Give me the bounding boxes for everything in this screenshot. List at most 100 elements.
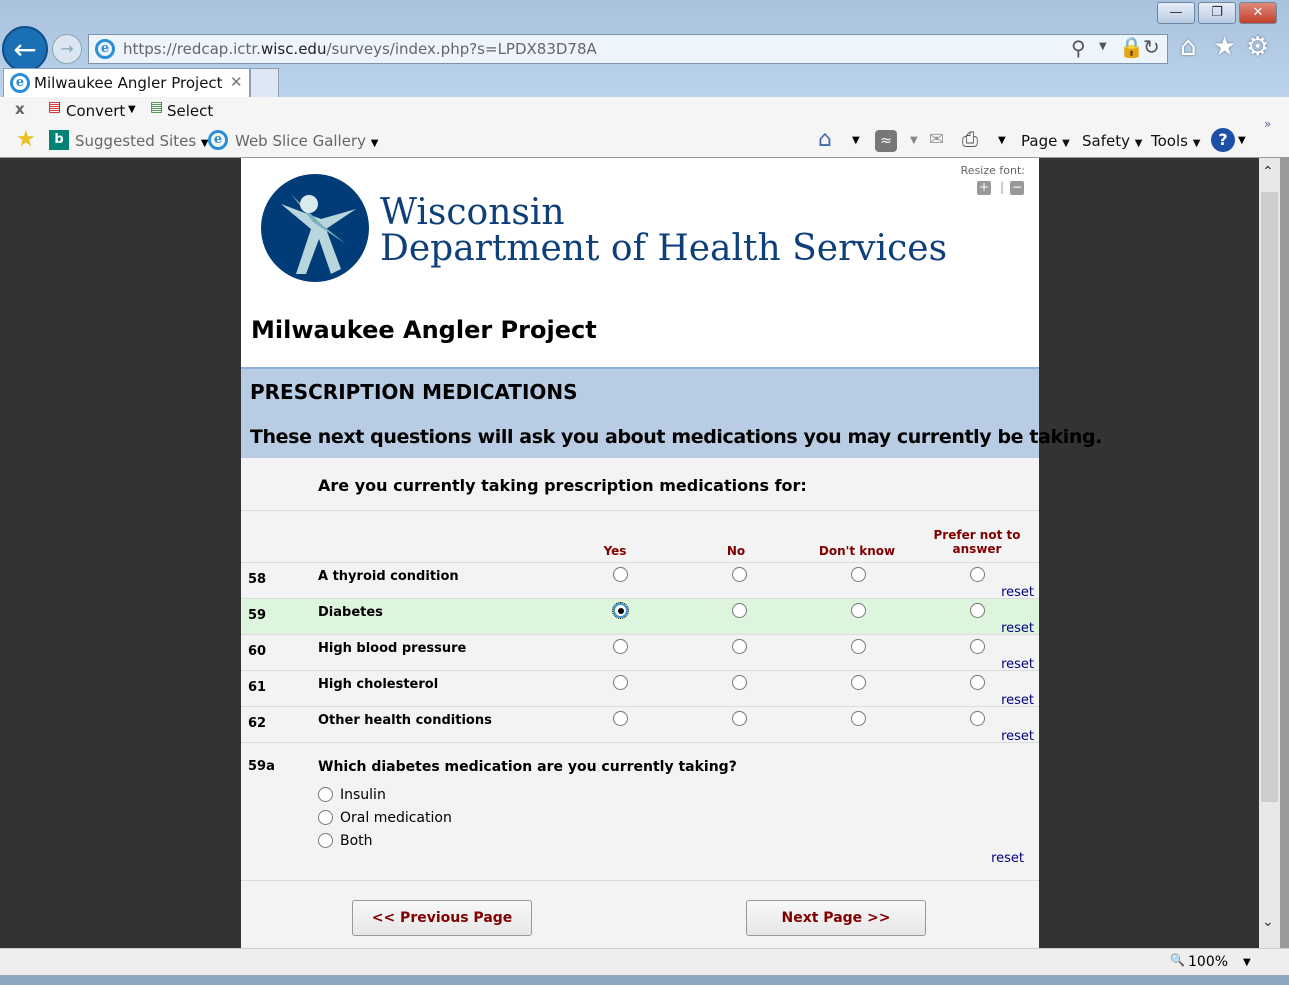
option-label: Both: [340, 833, 373, 849]
question-number: 59a: [248, 759, 275, 774]
option-oral-medication[interactable]: Oral medication: [318, 810, 452, 826]
matrix-row: 61 High cholesterol reset: [241, 670, 1039, 708]
page-menu[interactable]: Page ▼: [1021, 132, 1070, 150]
dropdown-icon: ▼: [200, 138, 209, 149]
question-number: 59: [248, 608, 267, 623]
option-insulin[interactable]: Insulin: [318, 787, 386, 803]
safety-menu[interactable]: Safety ▼: [1082, 132, 1142, 150]
taskbar: [0, 975, 1289, 985]
minimize-button[interactable]: —: [1157, 2, 1195, 24]
settings-gear-icon[interactable]: ⚙: [1246, 32, 1270, 62]
restore-button[interactable]: ❐: [1198, 2, 1236, 24]
question-label: Which diabetes medication are you curren…: [318, 759, 737, 775]
close-window-button[interactable]: ✕: [1239, 2, 1277, 24]
mail-icon[interactable]: ✉: [929, 129, 945, 150]
radio-don-t-know[interactable]: [851, 639, 866, 654]
favorites-star-icon[interactable]: ★: [1213, 32, 1237, 62]
refresh-icon[interactable]: ↻: [1143, 35, 1160, 59]
radio-no[interactable]: [732, 639, 747, 654]
col-dont-know: Don't know: [818, 544, 896, 558]
radio-yes[interactable]: [612, 602, 629, 619]
favorites-icon[interactable]: ★: [16, 127, 36, 152]
increase-font-icon[interactable]: +: [977, 180, 991, 195]
reset-link[interactable]: reset: [1001, 657, 1034, 672]
radio-button[interactable]: [318, 810, 333, 825]
radio-no[interactable]: [732, 675, 747, 690]
browser-chrome: — ❐ ✕ ← → e https://redcap.ictr.wisc.edu…: [0, 0, 1289, 97]
radio-button[interactable]: [318, 833, 333, 848]
tools-menu-label: Tools: [1151, 132, 1188, 150]
radio-prefer-not-to-answer[interactable]: [970, 711, 985, 726]
radio-prefer-not-to-answer[interactable]: [970, 675, 985, 690]
radio-yes[interactable]: [613, 567, 628, 582]
scroll-down-icon[interactable]: ⌄: [1262, 914, 1274, 930]
search-dropdown-icon[interactable]: ▼: [1099, 41, 1107, 52]
status-bar: 🔍 100% ▼: [0, 948, 1289, 975]
suggested-sites-button[interactable]: Suggested Sites ▼: [75, 132, 209, 150]
radio-no[interactable]: [732, 603, 747, 618]
toolbar-overflow-icon[interactable]: »: [1264, 117, 1272, 131]
section-header: PRESCRIPTION MEDICATIONS These next ques…: [241, 367, 1102, 458]
radio-prefer-not-to-answer[interactable]: [970, 603, 985, 618]
scroll-up-icon[interactable]: ⌃: [1262, 164, 1274, 180]
row-label: High cholesterol: [318, 677, 439, 692]
next-page-button[interactable]: Next Page >>: [746, 900, 926, 936]
reset-link[interactable]: reset: [991, 851, 1024, 866]
home-icon[interactable]: ⌂: [1180, 32, 1197, 62]
convert-button[interactable]: Convert: [66, 102, 126, 120]
radio-don-t-know[interactable]: [851, 603, 866, 618]
home-dropdown-icon[interactable]: ▼: [852, 135, 860, 146]
back-button[interactable]: ←: [2, 26, 48, 72]
help-icon[interactable]: ?: [1211, 128, 1235, 152]
radio-yes[interactable]: [613, 639, 628, 654]
radio-don-t-know[interactable]: [851, 675, 866, 690]
divider: |: [1000, 180, 1005, 194]
decrease-font-icon[interactable]: −: [1010, 180, 1024, 195]
radio-no[interactable]: [732, 711, 747, 726]
option-both[interactable]: Both: [318, 833, 373, 849]
zoom-dropdown-icon[interactable]: ▼: [1243, 957, 1251, 968]
radio-yes[interactable]: [613, 675, 628, 690]
url-text[interactable]: https://redcap.ictr.wisc.edu/surveys/ind…: [123, 40, 597, 58]
radio-prefer-not-to-answer[interactable]: [970, 639, 985, 654]
web-slice-gallery-label: Web Slice Gallery: [235, 132, 366, 150]
lock-icon[interactable]: 🔒: [1119, 35, 1144, 59]
tools-menu[interactable]: Tools ▼: [1151, 132, 1200, 150]
forward-button[interactable]: →: [52, 34, 82, 64]
radio-prefer-not-to-answer[interactable]: [970, 567, 985, 582]
new-tab-button[interactable]: [250, 68, 279, 97]
reset-link[interactable]: reset: [1001, 729, 1034, 744]
convert-dropdown-icon[interactable]: ▼: [128, 104, 136, 115]
close-tab-icon[interactable]: ✕: [230, 73, 243, 91]
close-toolbar-icon[interactable]: x: [15, 100, 25, 118]
previous-page-button[interactable]: << Previous Page: [352, 900, 532, 936]
zoom-level[interactable]: 100%: [1188, 954, 1229, 970]
radio-button[interactable]: [318, 787, 333, 802]
web-slice-gallery-button[interactable]: Web Slice Gallery ▼: [235, 132, 378, 150]
row-label: Diabetes: [318, 605, 383, 620]
reset-link[interactable]: reset: [1001, 585, 1034, 600]
home-page-icon[interactable]: ⌂: [818, 127, 832, 152]
feed-dropdown-icon[interactable]: ▼: [910, 135, 918, 146]
print-dropdown-icon[interactable]: ▼: [998, 135, 1006, 146]
rss-feed-icon[interactable]: ≈: [875, 130, 897, 152]
search-icon[interactable]: ⚲: [1071, 36, 1086, 60]
radio-no[interactable]: [732, 567, 747, 582]
dropdown-icon: ▼: [1062, 138, 1070, 149]
zoom-icon[interactable]: 🔍: [1170, 953, 1185, 967]
scrollbar-thumb[interactable]: [1261, 192, 1278, 802]
row-label: Other health conditions: [318, 713, 492, 728]
url-prefix: https://redcap.ictr.: [123, 40, 261, 58]
reset-link[interactable]: reset: [1001, 621, 1034, 636]
radio-don-t-know[interactable]: [851, 711, 866, 726]
radio-don-t-know[interactable]: [851, 567, 866, 582]
tab-milwaukee-angler-project[interactable]: e Milwaukee Angler Project ✕: [3, 68, 250, 97]
select-button[interactable]: Select: [167, 102, 214, 120]
print-icon[interactable]: ⎙: [962, 127, 978, 151]
address-bar[interactable]: e https://redcap.ictr.wisc.edu/surveys/i…: [88, 34, 1168, 64]
radio-yes[interactable]: [613, 711, 628, 726]
reset-link[interactable]: reset: [1001, 693, 1034, 708]
dropdown-icon: ▼: [1134, 138, 1143, 149]
row-label: A thyroid condition: [318, 569, 459, 584]
help-dropdown-icon[interactable]: ▼: [1238, 135, 1246, 146]
